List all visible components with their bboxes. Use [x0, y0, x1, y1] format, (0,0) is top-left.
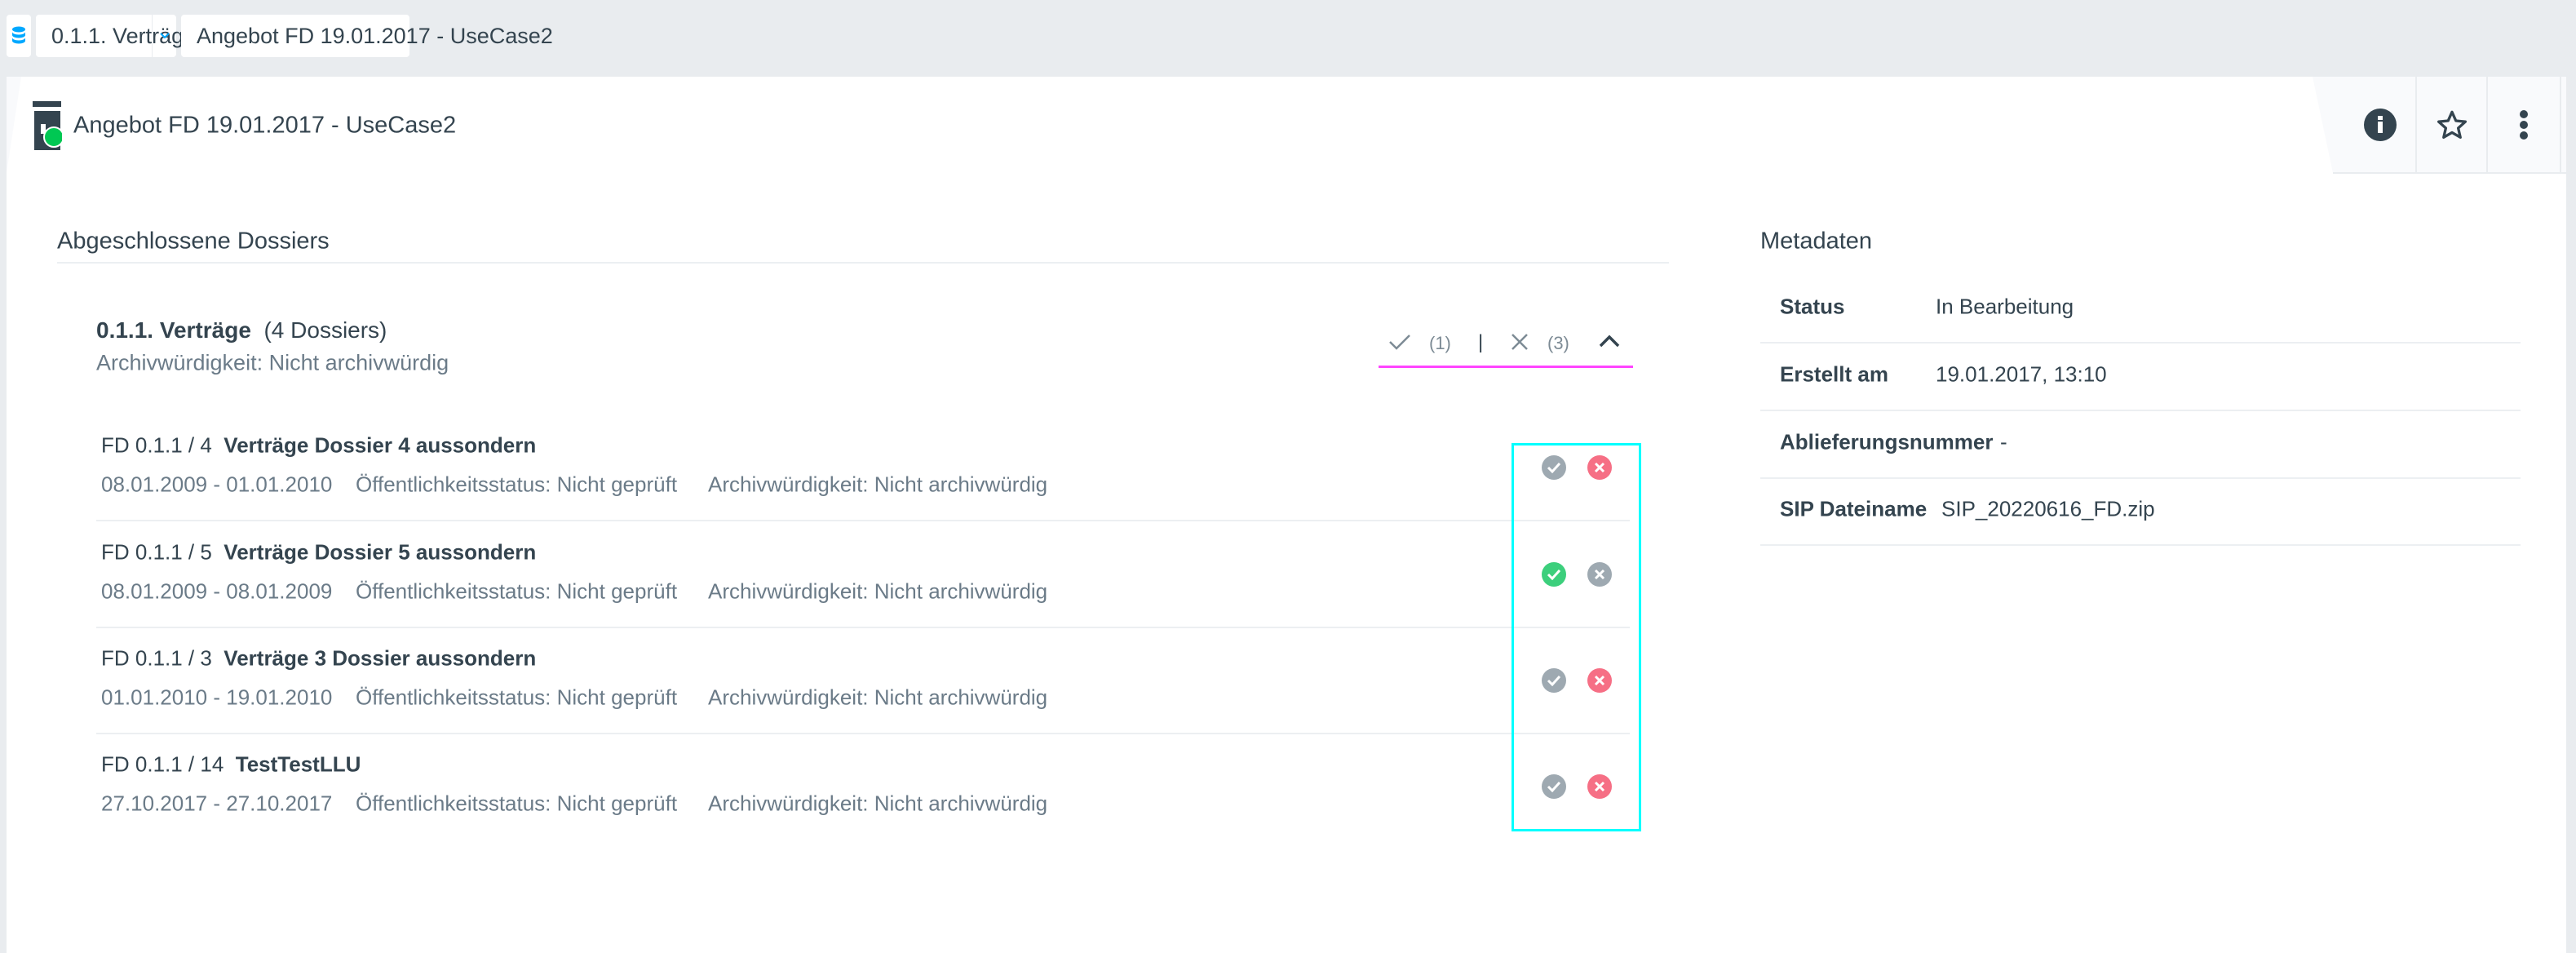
- reject-button[interactable]: [1587, 668, 1612, 693]
- dossier-ref: FD 0.1.1 / 14: [101, 751, 224, 777]
- dossier-title: Verträge Dossier 4 aussondern: [224, 432, 537, 458]
- dossier-title: Verträge 3 Dossier aussondern: [224, 645, 537, 671]
- accept-button[interactable]: [1542, 455, 1566, 480]
- dossier-archive-status: Archivwürdigkeit: Nicht archivwürdig: [708, 685, 1048, 710]
- section-heading: Abgeschlossene Dossiers: [57, 228, 330, 255]
- breadcrumb-label: 0.1.1. Verträge: [51, 23, 197, 48]
- breadcrumb-root[interactable]: [7, 15, 31, 57]
- close-icon: [1594, 569, 1605, 580]
- dossier-public-status: Öffentlichkeitsstatus: Nicht geprüft: [356, 578, 678, 604]
- row-divider: [96, 520, 1630, 521]
- dossier-dates: 08.01.2009 - 01.01.2010: [101, 472, 333, 497]
- main-panel: [7, 77, 2566, 953]
- metadata-divider: [1760, 342, 2521, 344]
- star-icon: [2437, 110, 2467, 140]
- dossier-ref: FD 0.1.1 / 3: [101, 645, 212, 671]
- summary-highlight-line: [1379, 366, 1633, 368]
- group-count: (4 Dossiers): [263, 317, 387, 343]
- more-button[interactable]: [2488, 77, 2560, 173]
- metadata-heading: Metadaten: [1760, 228, 1873, 255]
- check-icon: [1389, 335, 1410, 350]
- metadata-value: -: [2000, 429, 2007, 454]
- dossier-public-status: Öffentlichkeitsstatus: Nicht geprüft: [356, 472, 678, 497]
- check-icon: [1547, 675, 1561, 686]
- close-icon: [1594, 675, 1605, 686]
- dossier-dates: 08.01.2009 - 08.01.2009: [101, 578, 333, 604]
- dossier-ref: FD 0.1.1 / 4: [101, 432, 212, 458]
- close-icon: [1594, 462, 1605, 473]
- dossier-title: Verträge Dossier 5 aussondern: [224, 539, 537, 565]
- metadata-value: 19.01.2017, 13:10: [1936, 361, 2107, 387]
- breadcrumb-dropdown[interactable]: [152, 15, 176, 57]
- dossier-ref: FD 0.1.1 / 5: [101, 539, 212, 565]
- dossier-title-line: FD 0.1.1 / 14 TestTestLLU: [101, 752, 361, 778]
- page-title: Angebot FD 19.01.2017 - UseCase2: [73, 112, 457, 139]
- breadcrumb-label: Angebot FD 19.01.2017 - UseCase2: [197, 23, 553, 48]
- database-icon: [12, 26, 25, 44]
- close-icon: [1594, 781, 1605, 792]
- dossier-dates: 27.10.2017 - 27.10.2017: [101, 791, 333, 816]
- group-title: 0.1.1. Verträge (4 Dossiers): [96, 317, 387, 344]
- header-bottom-line: [2333, 172, 2566, 174]
- metadata-value: SIP_20220616_FD.zip: [1941, 496, 2155, 521]
- metadata-divider: [1760, 410, 2521, 411]
- dossier-archive-status: Archivwürdigkeit: Nicht archivwürdig: [708, 791, 1048, 816]
- more-vertical-icon: [2520, 110, 2528, 140]
- group-name: 0.1.1. Verträge: [96, 317, 251, 343]
- row-divider: [96, 627, 1630, 628]
- dossier-public-status: Öffentlichkeitsstatus: Nicht geprüft: [356, 791, 678, 816]
- info-button[interactable]: [2345, 77, 2415, 173]
- divider: [2415, 77, 2417, 173]
- info-icon: [2364, 109, 2397, 141]
- accept-button[interactable]: [1542, 668, 1566, 693]
- check-icon: [1547, 569, 1561, 580]
- breadcrumb-item-angebot[interactable]: Angebot FD 19.01.2017 - UseCase2: [181, 15, 553, 57]
- divider: [2486, 77, 2488, 173]
- breadcrumb-item-vertraege[interactable]: 0.1.1. Verträge: [36, 15, 196, 57]
- metadata-label: Erstellt am: [1780, 361, 1888, 387]
- check-icon: [1547, 462, 1561, 473]
- reject-button[interactable]: [1587, 562, 1612, 587]
- accepted-count: (1): [1429, 333, 1451, 353]
- row-divider: [96, 733, 1630, 734]
- section-underline: [57, 262, 1669, 264]
- close-icon: [1512, 334, 1528, 350]
- metadata-divider: [1760, 477, 2521, 479]
- dossier-title: TestTestLLU: [235, 751, 361, 777]
- divider: [2560, 77, 2561, 173]
- dossier-title-line: FD 0.1.1 / 3 Verträge 3 Dossier aussonde…: [101, 646, 536, 672]
- dossier-public-status: Öffentlichkeitsstatus: Nicht geprüft: [356, 685, 678, 710]
- reject-button[interactable]: [1587, 455, 1612, 480]
- summary-separator: |: [1478, 331, 1484, 353]
- favorite-button[interactable]: [2417, 77, 2486, 173]
- accept-button[interactable]: [1542, 562, 1566, 587]
- dossier-title-line: FD 0.1.1 / 4 Verträge Dossier 4 aussonde…: [101, 433, 536, 459]
- metadata-label: Ablieferungsnummer: [1780, 429, 1994, 454]
- metadata-divider: [1760, 544, 2521, 546]
- package-icon: [33, 101, 62, 150]
- decision-highlight-box: [1512, 443, 1641, 831]
- metadata-label: SIP Dateiname: [1780, 496, 1928, 521]
- group-subtitle: Archivwürdigkeit: Nicht archivwürdig: [96, 350, 449, 375]
- dossier-title-line: FD 0.1.1 / 5 Verträge Dossier 5 aussonde…: [101, 540, 536, 565]
- reject-button[interactable]: [1587, 774, 1612, 799]
- metadata-label: Status: [1780, 294, 1845, 319]
- chevron-down-icon: [159, 33, 170, 39]
- metadata-value: In Bearbeitung: [1936, 294, 2074, 319]
- rejected-count: (3): [1547, 333, 1569, 353]
- decision-summary[interactable]: (1) | (3): [1379, 326, 1633, 359]
- accept-button[interactable]: [1542, 774, 1566, 799]
- dossier-archive-status: Archivwürdigkeit: Nicht archivwürdig: [708, 472, 1048, 497]
- dossier-dates: 01.01.2010 - 19.01.2010: [101, 685, 333, 710]
- dossier-archive-status: Archivwürdigkeit: Nicht archivwürdig: [708, 578, 1048, 604]
- check-icon: [1547, 781, 1561, 792]
- chevron-up-icon[interactable]: [1599, 335, 1620, 348]
